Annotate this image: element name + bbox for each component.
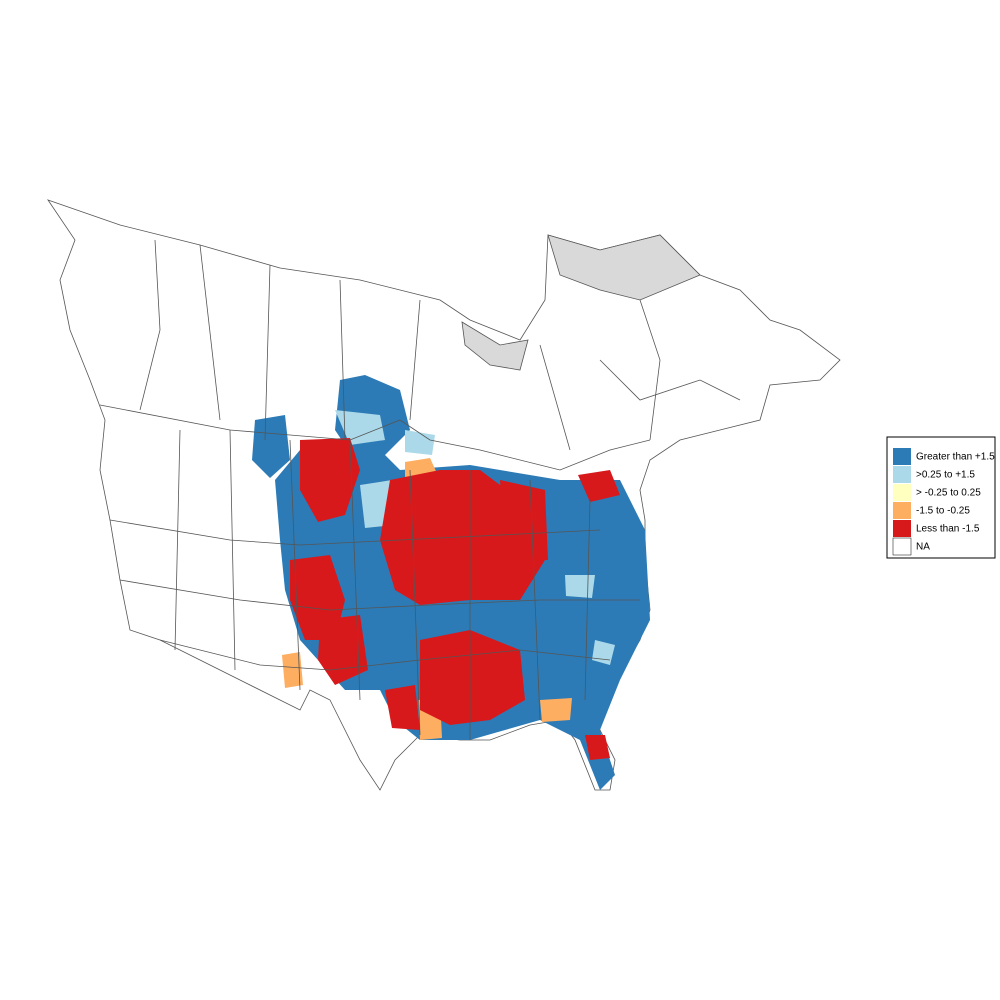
map-region (335, 410, 385, 445)
legend-label: > -0.25 to 0.25 (916, 488, 981, 499)
boundaries (99, 239, 741, 740)
legend-items: Greater than +1.5 >0.25 to +1.5 > -0.25 to… (892, 448, 995, 556)
boundary-line (99, 404, 651, 471)
legend-swatch (893, 502, 911, 519)
legend-label: Greater than +1.5 (916, 452, 995, 463)
map-region (300, 438, 360, 522)
boundary-line (139, 239, 571, 451)
map-region (540, 698, 572, 722)
legend-swatch (893, 466, 911, 483)
na-region (547, 234, 701, 301)
boundary-line (109, 519, 640, 671)
boundary-line (174, 429, 591, 740)
map-region (385, 685, 420, 730)
legend-swatch (893, 520, 911, 537)
na-region (461, 321, 529, 371)
legend-label: Less than -1.5 (916, 524, 980, 535)
map-region (405, 430, 435, 455)
legend-label: >0.25 to +1.5 (916, 470, 975, 481)
map-region (282, 652, 303, 688)
land (46, 199, 841, 791)
legend-label: -1.5 to -0.25 (916, 506, 970, 517)
legend-label: NA (916, 542, 930, 553)
map-region (565, 575, 595, 598)
legend-swatch (893, 484, 911, 501)
map-region (252, 415, 290, 478)
map-region (420, 630, 525, 725)
map-region (585, 735, 610, 760)
legend: Greater than +1.5 >0.25 to +1.5 > -0.25 to… (886, 436, 996, 559)
map-region (578, 470, 620, 502)
legend-swatch (892, 537, 912, 556)
legend-swatch (893, 448, 911, 465)
map-region (500, 480, 548, 560)
boundary-line (599, 299, 741, 441)
